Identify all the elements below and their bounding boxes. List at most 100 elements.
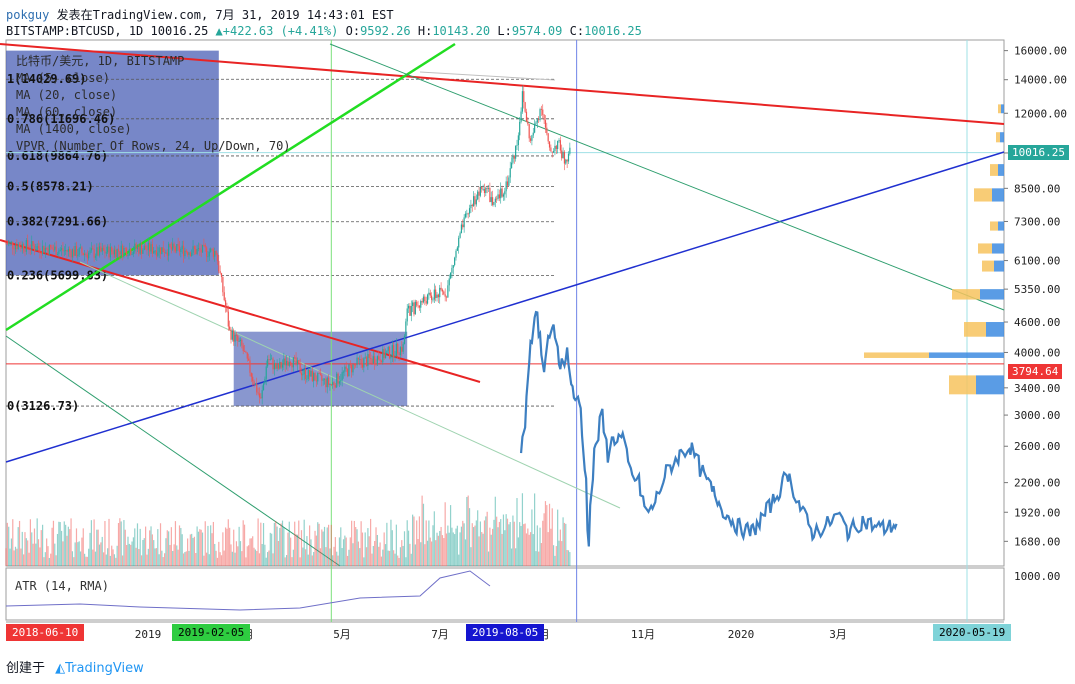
- candle-body: [290, 362, 292, 366]
- volume-bar: [35, 543, 37, 566]
- candle-body: [36, 246, 38, 251]
- legend-ma20[interactable]: MA (20, close): [16, 88, 118, 102]
- candle-body: [445, 296, 448, 298]
- candle-body: [424, 296, 426, 302]
- volume-bar: [197, 531, 200, 566]
- candle-body: [342, 371, 345, 373]
- candle-body: [552, 151, 555, 153]
- fib-level-label: 0.786(11696.46): [7, 112, 115, 126]
- vpvr-down-bar: [976, 375, 1004, 395]
- candle-body: [330, 384, 332, 385]
- projection-line: [519, 310, 898, 547]
- candle-body: [269, 359, 271, 361]
- volume-bar: [113, 554, 116, 566]
- candle-body: [299, 363, 301, 373]
- candle-body: [257, 392, 259, 394]
- candle-body: [458, 237, 460, 248]
- vpvr-up-bar: [982, 260, 994, 272]
- volume-bar: [540, 543, 542, 566]
- candle-body: [121, 245, 124, 257]
- volume-bar: [307, 554, 309, 566]
- volume-bar: [168, 531, 170, 566]
- legend-ma5[interactable]: MA (5, close): [16, 71, 110, 85]
- volume-bar: [173, 544, 175, 566]
- volume-bar: [117, 523, 120, 566]
- candle-body: [452, 265, 454, 268]
- x-tick-label: 7月: [431, 628, 449, 641]
- candle-body: [317, 373, 319, 382]
- candle-body: [39, 248, 41, 253]
- candle-body: [176, 244, 178, 252]
- volume-bar: [546, 505, 548, 566]
- volume-bar: [299, 557, 301, 566]
- volume-bar: [292, 549, 294, 566]
- legend-vpvr[interactable]: VPVR (Number Of Rows, 24, Up/Down, 70): [16, 139, 291, 153]
- volume-bar: [528, 534, 530, 566]
- candle-body: [449, 272, 452, 279]
- candle-body: [69, 249, 71, 252]
- volume-bar: [409, 543, 411, 566]
- volume-bar: [319, 548, 322, 566]
- volume-bar: [146, 554, 148, 566]
- volume-bar: [569, 552, 571, 566]
- volume-bar: [239, 541, 242, 566]
- candle-body: [527, 121, 529, 125]
- volume-bar: [138, 549, 140, 566]
- candle-body: [410, 305, 412, 316]
- volume-bar: [470, 547, 472, 566]
- atr-axis-label: 1000.00: [1014, 570, 1060, 583]
- tradingview-logo-icon[interactable]: ◭: [55, 661, 66, 676]
- candle-body: [397, 343, 399, 354]
- candle-body: [455, 250, 457, 258]
- candle-body: [51, 247, 53, 250]
- candle-body: [66, 250, 68, 252]
- volume-bar: [506, 518, 509, 566]
- x-tick-label: 11月: [631, 628, 655, 641]
- volume-bar: [342, 539, 345, 566]
- candle-body: [422, 296, 425, 303]
- candle-body: [185, 250, 187, 253]
- candle-body: [195, 248, 197, 255]
- candle-body: [54, 246, 56, 250]
- volume-bar: [47, 546, 49, 566]
- volume-bar: [374, 541, 376, 566]
- vpvr-down-bar: [1001, 104, 1004, 114]
- candle-body: [258, 393, 261, 398]
- candle-body: [355, 364, 357, 366]
- volume-bar: [222, 532, 224, 566]
- volume-bar: [250, 538, 252, 566]
- volume-bar: [86, 556, 88, 566]
- candle-body: [191, 252, 193, 257]
- legend-ma60[interactable]: MA (60, close): [16, 105, 118, 119]
- candle-body: [100, 246, 102, 252]
- candle-body: [130, 248, 132, 255]
- candle-body: [403, 335, 406, 345]
- volume-bar: [475, 520, 477, 566]
- high-value: 10143.20: [432, 24, 491, 38]
- candle-body: [165, 252, 167, 254]
- candle-body: [326, 377, 328, 388]
- candle-body: [284, 358, 286, 366]
- candle-body: [375, 364, 377, 365]
- y-tick-label: 12000.00: [1014, 107, 1067, 120]
- tradingview-link[interactable]: TradingView: [65, 661, 144, 676]
- candle-body: [332, 382, 334, 385]
- candle-body: [439, 287, 441, 298]
- publisher-name[interactable]: pokguy: [6, 8, 50, 22]
- candle-body: [371, 358, 373, 364]
- candle-body: [294, 357, 296, 359]
- low-value: 9574.09: [511, 24, 563, 38]
- candle-body: [41, 245, 44, 255]
- symbol-line: BITSTAMP:BTCUSD, 1D: [6, 24, 144, 38]
- candle-body: [65, 250, 67, 251]
- candle-body: [337, 373, 339, 384]
- volume-bar: [327, 524, 330, 566]
- candle-body: [59, 249, 61, 251]
- candle-body: [50, 245, 52, 248]
- volume-bar: [101, 536, 103, 566]
- legend-ma1400[interactable]: MA (1400, close): [16, 122, 132, 136]
- candle-body: [359, 358, 361, 360]
- volume-bar: [390, 519, 392, 566]
- volume-bar: [58, 521, 60, 566]
